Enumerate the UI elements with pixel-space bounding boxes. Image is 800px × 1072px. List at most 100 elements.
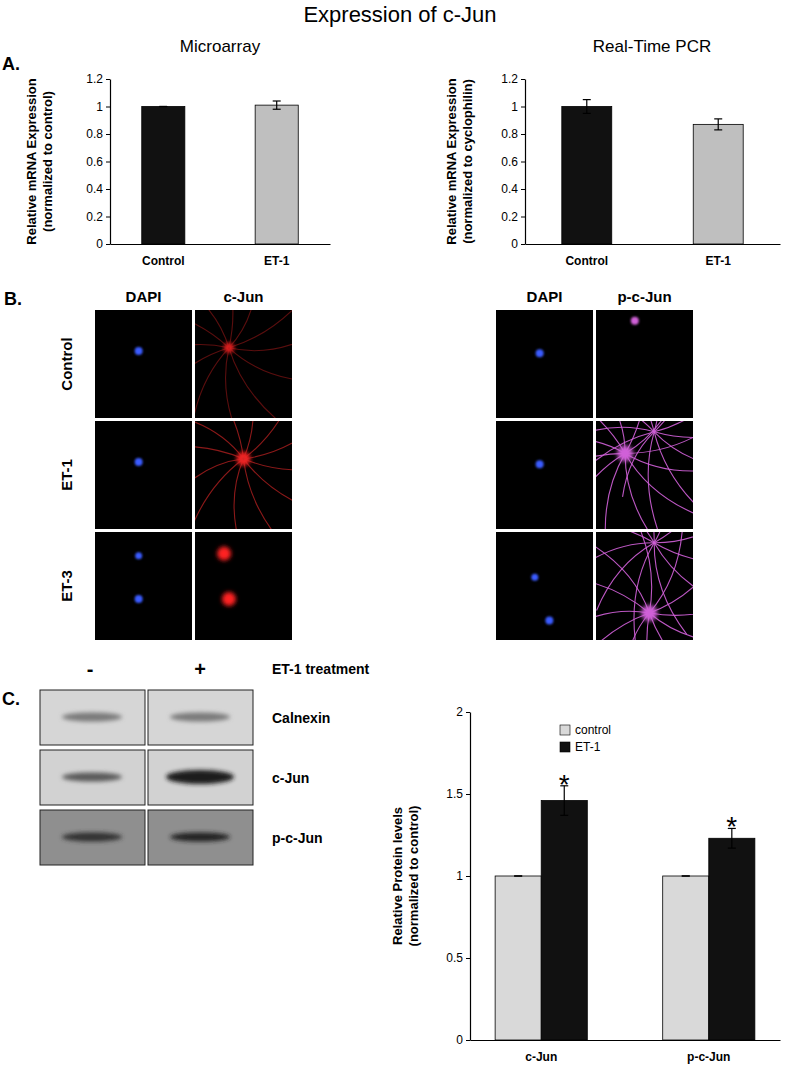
x-axis: c-Junp-c-Jun: [471, 1040, 781, 1064]
bar: [541, 801, 587, 1040]
bar: [495, 876, 541, 1040]
legend: controlET-1: [560, 723, 611, 754]
tick-label: Control: [142, 254, 185, 268]
tick-mark: [466, 1040, 470, 1041]
neurite: [596, 545, 649, 613]
tick-mark: [521, 134, 525, 135]
y-tick: 0.2: [86, 210, 110, 224]
neurite: [625, 453, 658, 529]
error-bar-cap: [728, 848, 736, 849]
bar: [142, 107, 185, 245]
tick-label: 0: [96, 237, 103, 251]
error-bar-stem: [718, 119, 719, 130]
tick-label: c-Jun: [525, 1050, 557, 1064]
neurite: [596, 421, 654, 432]
micrograph: [596, 310, 693, 418]
micrograph-background: [496, 532, 593, 640]
column-header: c-Jun: [223, 288, 263, 305]
bar: [255, 105, 298, 244]
blot-band: [62, 773, 122, 782]
y-axis-label-line: Relative Protein levels: [390, 807, 405, 945]
tick-label: 0: [456, 1033, 463, 1047]
row-label: ET-1: [58, 459, 75, 491]
neurite: [596, 611, 649, 626]
error-bar-stem: [586, 100, 587, 114]
error-bar-cap: [514, 875, 522, 876]
tick-mark: [106, 244, 110, 245]
neurite: [625, 421, 678, 453]
micrograph-background: [596, 532, 693, 640]
error-bar: [714, 119, 722, 130]
tick-label: 1.5: [446, 787, 463, 801]
bar: [562, 107, 612, 245]
y-tick: 0.8: [501, 127, 525, 141]
y-tick: 0: [96, 237, 110, 251]
tick-mark: [521, 189, 525, 190]
axis-line: [110, 80, 111, 245]
neurite: [596, 427, 654, 437]
x-tick: Control: [565, 244, 608, 268]
y-axis-label: Relative Protein levels(normalized to co…: [390, 806, 421, 947]
error-bar: [273, 101, 281, 109]
micrograph-background: [195, 310, 292, 418]
cell-signal: [222, 592, 236, 606]
y-tick: 0.2: [501, 210, 525, 224]
error-bar-cap: [159, 106, 167, 107]
blot-band: [62, 833, 122, 842]
band-label: c-Jun: [272, 770, 309, 786]
blot-frame: [148, 690, 253, 745]
neurite: [195, 459, 244, 529]
tick-mark: [521, 244, 525, 245]
western-blot: -+ET-1 treatmentCalnexinc-Junp-c-Jun: [40, 658, 370, 865]
error-bar-cap: [682, 875, 690, 876]
treatment-label: ET-1 treatment: [272, 661, 370, 677]
tick-label: ET-1: [706, 254, 732, 268]
significance-marker: *: [559, 769, 570, 800]
tick-label: 0.8: [86, 127, 103, 141]
figure-svg: Expression of c-JunA.B.C.MicroarrayRelat…: [0, 0, 800, 1072]
neurite: [229, 348, 292, 381]
cell-signal: [135, 458, 143, 466]
plot-marks: [142, 101, 298, 244]
column-header: DAPI: [527, 288, 563, 305]
y-tick: 2: [456, 705, 470, 719]
micrograph: [195, 421, 292, 529]
tick-label: 0.6: [501, 155, 518, 169]
error-bar-cap: [682, 875, 690, 876]
plot-marks: [495, 786, 755, 1040]
tick-label: 0.4: [86, 182, 103, 196]
neurite: [596, 613, 649, 640]
legend-swatch: [560, 742, 570, 752]
tick-label: 0.2: [501, 210, 518, 224]
neurite: [229, 310, 256, 348]
y-axis-label-line: (normalized to control): [40, 91, 55, 232]
micrograph: [496, 310, 593, 418]
blot-band: [62, 713, 122, 722]
y-axis-label-line: (normalized to cyclophilin): [460, 79, 475, 244]
tick-mark: [466, 794, 470, 795]
chart-title: Microarray: [180, 37, 261, 56]
blot-band: [166, 770, 234, 784]
y-tick: 1: [511, 100, 525, 114]
tick-mark: [106, 134, 110, 135]
x-tick: ET-1: [706, 244, 732, 268]
row-label: Control: [58, 337, 75, 390]
tick-label: 1.2: [86, 72, 103, 86]
axis-line: [526, 244, 781, 245]
micrograph: [496, 421, 593, 529]
neurite: [229, 310, 292, 348]
axis-line: [470, 713, 471, 1041]
tick-mark: [521, 162, 525, 163]
y-tick: 0.8: [86, 127, 110, 141]
tick-label: Control: [565, 254, 608, 268]
tick-label: 1: [456, 869, 463, 883]
tick-label: 2: [456, 705, 463, 719]
column-header: p-c-Jun: [617, 288, 671, 305]
blot-frame: [148, 750, 253, 805]
neurite: [596, 453, 625, 521]
neurite: [649, 552, 693, 613]
micrograph: [596, 421, 693, 529]
neurite: [603, 421, 654, 432]
legend-item: ET-1: [560, 740, 601, 754]
cell-signal: [631, 317, 639, 325]
